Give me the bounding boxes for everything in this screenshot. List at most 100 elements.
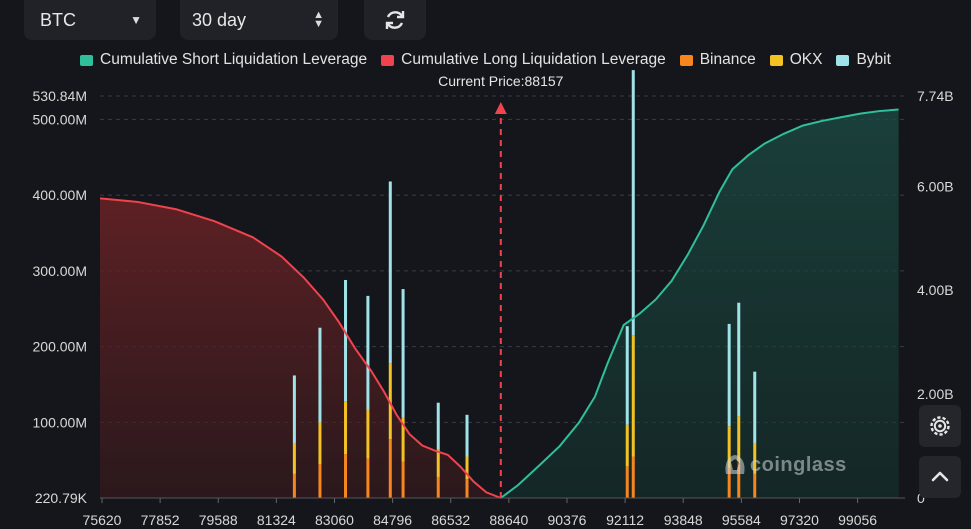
bar-binance (727, 467, 731, 498)
period-select[interactable]: 30 day ▲ ▼ (180, 0, 338, 40)
refresh-button[interactable] (364, 0, 426, 40)
bar-okx (344, 401, 348, 455)
legend-label: Cumulative Long Liquidation Leverage (401, 51, 666, 68)
x-axis-tick-label: 99056 (838, 512, 877, 528)
bar-binance (344, 454, 348, 498)
x-axis-tick-label: 83060 (315, 512, 354, 528)
cumulative-areas (100, 109, 899, 499)
bar-okx (625, 424, 629, 467)
bar-bybit (388, 181, 392, 364)
bar-okx (436, 449, 440, 477)
bar-okx (727, 426, 731, 468)
chart-legend: Cumulative Short Liquidation Leverage Cum… (0, 50, 971, 70)
bar-bybit (727, 323, 731, 427)
legend-label: Cumulative Short Liquidation Leverage (100, 51, 368, 68)
legend-item[interactable]: OKX (769, 50, 823, 70)
current-price-arrow (494, 102, 507, 114)
x-axis-tick-label: 97320 (780, 512, 819, 528)
bar-bybit (753, 371, 757, 444)
watermark-text: coinglass (750, 453, 847, 476)
bar-okx (631, 335, 635, 457)
coinglass-watermark: coinglass (720, 450, 847, 480)
legend-swatch (769, 54, 783, 66)
legend-label: Binance (699, 51, 756, 68)
long-line (99, 197, 502, 499)
bar-bybit (737, 302, 741, 417)
bar-okx (737, 416, 741, 464)
left-axis-tick-label: 500.00M (33, 111, 87, 127)
legend-item[interactable]: Cumulative Long Liquidation Leverage (381, 50, 666, 70)
symbol-select[interactable]: BTC ▼ (24, 0, 156, 40)
grid-lines (100, 95, 905, 423)
x-axis-tick-label: 90376 (548, 512, 587, 528)
gear-icon (930, 416, 950, 436)
left-axis-tick-label: 220.79K (35, 490, 88, 506)
legend-swatch (381, 54, 395, 66)
bar-bybit (625, 326, 629, 425)
bar-binance (318, 464, 322, 498)
legend-label: Bybit (856, 51, 891, 68)
short-line (500, 108, 899, 499)
right-axis-tick-label: 6.00B (917, 178, 954, 194)
bar-binance (625, 466, 629, 498)
bar-okx (366, 409, 370, 459)
bar-binance (631, 456, 635, 498)
legend-item[interactable]: Cumulative Short Liquidation Leverage (80, 50, 367, 70)
chevron-up-icon (931, 471, 949, 482)
period-select-value: 30 day (192, 9, 247, 30)
current-price-marker: Current Price:88157 (438, 73, 564, 498)
bar-okx (465, 456, 469, 480)
cumulative-lines (99, 108, 899, 499)
bar-bybit (465, 414, 469, 457)
bar-bybit (401, 289, 405, 418)
x-axis-tick-label: 88640 (489, 512, 528, 528)
bar-okx (753, 443, 757, 474)
scroll-top-button[interactable] (919, 456, 961, 498)
x-axis-tick-label: 93848 (664, 512, 703, 528)
left-axis-tick-label: 530.84M (33, 88, 87, 104)
bar-bybit (366, 295, 370, 410)
bar-bybit (318, 327, 322, 423)
settings-button[interactable] (919, 405, 961, 447)
legend-swatch (836, 54, 850, 66)
symbol-select-value: BTC (40, 9, 76, 30)
bar-okx (292, 443, 296, 474)
right-axis-tick-label: 0 (917, 490, 925, 506)
bar-bybit (631, 70, 635, 336)
bar-bybit (436, 402, 440, 450)
left-axis-tick-label: 200.00M (33, 339, 87, 355)
sort-updown-icon: ▲ ▼ (313, 9, 324, 30)
right-axis-tick-label: 4.00B (917, 282, 954, 298)
x-axis-tick-label: 92112 (606, 512, 644, 528)
x-axis-tick-label: 81324 (257, 512, 296, 528)
long-area (100, 198, 501, 499)
bar-binance (366, 458, 370, 498)
bar-binance (401, 461, 405, 498)
bar-bybit (344, 279, 348, 402)
bar-binance (436, 476, 440, 498)
x-axis-tick-label: 95584 (722, 512, 761, 528)
legend-label: OKX (789, 51, 823, 68)
bar-binance (388, 439, 392, 498)
x-axis-tick-label: 79588 (199, 512, 238, 528)
refresh-icon (385, 11, 405, 29)
left-axis-tick-label: 400.00M (33, 187, 87, 203)
bar-bybit (292, 375, 296, 444)
legend-swatch (679, 54, 693, 66)
bar-binance (753, 473, 757, 498)
legend-item[interactable]: Bybit (836, 50, 891, 70)
right-axis-tick-label: 2.00B (917, 386, 954, 402)
bar-binance (465, 479, 469, 498)
coinglass-logo-icon (725, 455, 745, 474)
x-axis-tick-label: 77852 (141, 512, 180, 528)
legend-item[interactable]: Binance (679, 50, 756, 70)
bar-okx (318, 422, 322, 465)
chevron-down-icon: ▼ (130, 13, 142, 27)
x-axis-tick-label: 75620 (83, 512, 122, 528)
bar-binance (737, 463, 741, 498)
bar-okx (401, 417, 405, 462)
left-axis-tick-label: 100.00M (33, 414, 87, 430)
current-price-label: Current Price:88157 (438, 73, 564, 89)
short-area (500, 109, 899, 498)
